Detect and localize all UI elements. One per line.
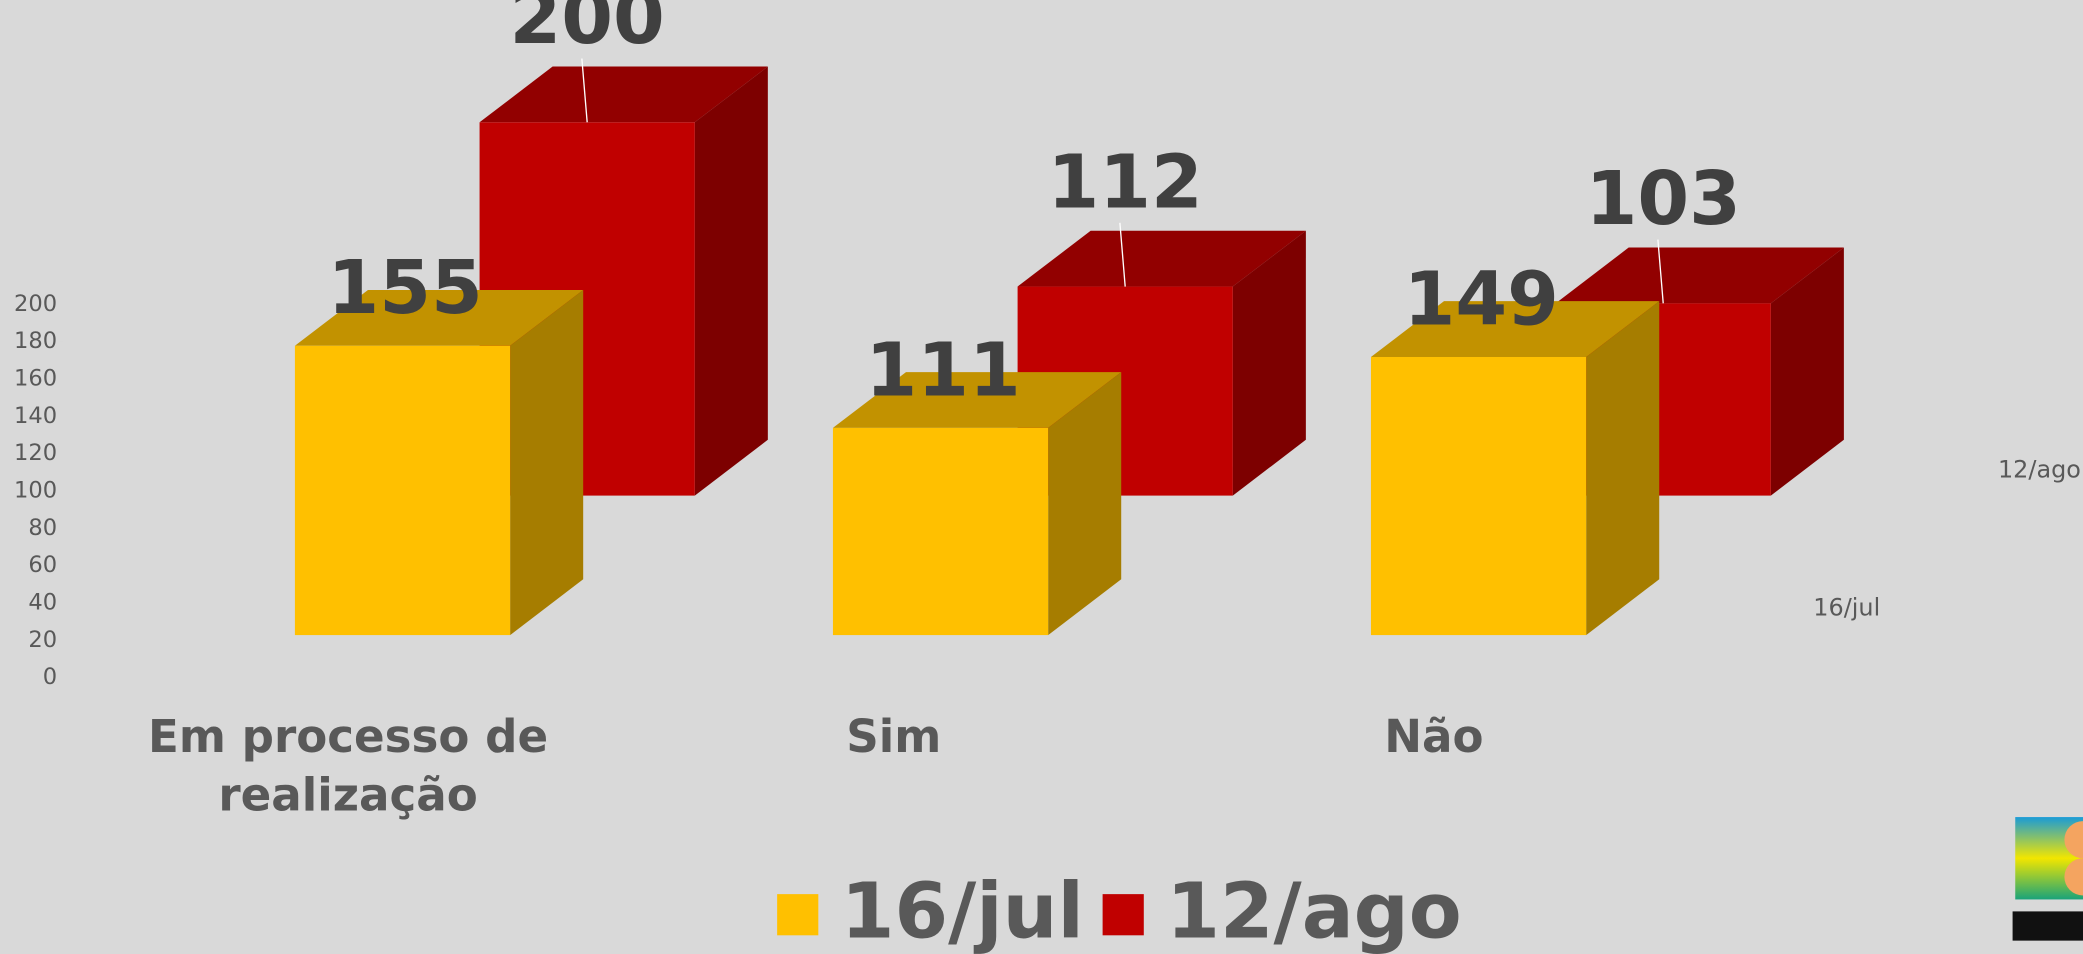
y-tick-label: 60 — [28, 552, 57, 578]
y-tick-label: 120 — [14, 440, 57, 466]
value-label: 111 — [866, 326, 1021, 413]
label-line: Em processo de — [148, 710, 548, 763]
bar-top — [479, 66, 768, 123]
y-tick-label: 200 — [14, 291, 57, 317]
x-tick-label: Em processo de realização — [148, 710, 548, 821]
bar-top — [1370, 301, 1660, 357]
legend-swatch — [777, 894, 819, 936]
depth-label: 12/ago — [1998, 455, 2081, 483]
leader-line — [1657, 239, 1664, 304]
bar-side — [1232, 230, 1306, 496]
bar — [1370, 356, 1587, 636]
value-label: 103 — [1586, 155, 1741, 242]
bar-side — [694, 66, 768, 496]
depth-label: 16/jul — [1813, 594, 1880, 622]
label-line: realização — [218, 768, 477, 821]
x-tick-label: Não — [1384, 710, 1483, 763]
y-tick-label: 80 — [28, 515, 57, 541]
value-label: 112 — [1048, 138, 1203, 225]
bar-side — [1048, 372, 1122, 636]
logo — [2012, 817, 2083, 941]
y-tick-label: 0 — [43, 664, 57, 690]
bar-side — [1586, 301, 1660, 636]
legend-swatch — [1102, 894, 1144, 936]
bar — [294, 345, 511, 636]
bar-side — [1770, 247, 1844, 496]
legend-label: 12/ago — [1166, 867, 1461, 954]
value-label: 149 — [1404, 255, 1559, 342]
legend-label: 16/jul — [841, 867, 1084, 954]
value-label: 155 — [328, 244, 483, 331]
bar-side — [510, 289, 584, 636]
x-tick-label: Sim — [846, 710, 941, 763]
y-tick-label: 20 — [28, 627, 57, 653]
y-tick-label: 140 — [14, 403, 57, 429]
bar-top — [832, 372, 1122, 428]
value-label: 200 — [510, 0, 665, 61]
y-tick-label: 40 — [28, 589, 57, 615]
y-tick-label: 180 — [14, 328, 57, 354]
leader-line — [1119, 222, 1126, 287]
bar-top — [1555, 247, 1844, 304]
bar-top — [294, 289, 584, 346]
bar-top — [1017, 230, 1306, 287]
leader-line — [581, 58, 588, 123]
y-tick-label: 100 — [14, 477, 57, 503]
y-tick-label: 160 — [14, 365, 57, 391]
bar — [832, 427, 1049, 636]
